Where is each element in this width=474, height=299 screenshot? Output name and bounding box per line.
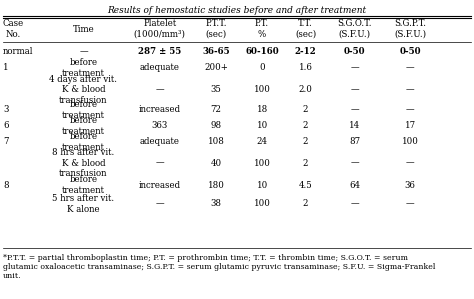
Text: 36-65: 36-65 bbox=[202, 48, 230, 57]
Text: —: — bbox=[351, 158, 359, 167]
Text: 2: 2 bbox=[303, 199, 308, 208]
Text: —: — bbox=[155, 158, 164, 167]
Text: 24: 24 bbox=[256, 138, 267, 147]
Text: before
treatment: before treatment bbox=[62, 132, 105, 152]
Text: 36: 36 bbox=[405, 181, 416, 190]
Text: —: — bbox=[79, 48, 88, 57]
Text: 18: 18 bbox=[256, 106, 268, 115]
Text: 60-160: 60-160 bbox=[245, 48, 279, 57]
Text: normal: normal bbox=[3, 48, 34, 57]
Text: —: — bbox=[155, 199, 164, 208]
Text: 17: 17 bbox=[405, 121, 416, 130]
Text: 6: 6 bbox=[3, 121, 9, 130]
Text: before
treatment: before treatment bbox=[62, 100, 105, 120]
Text: 5 hrs after vit.
K alone: 5 hrs after vit. K alone bbox=[53, 194, 115, 214]
Text: 2: 2 bbox=[303, 158, 308, 167]
Text: *P.T.T. = partial thromboplastin time; P.T. = prothrombin time; T.T. = thrombin : *P.T.T. = partial thromboplastin time; P… bbox=[3, 254, 408, 262]
Text: 4.5: 4.5 bbox=[299, 181, 312, 190]
Text: before
treatment: before treatment bbox=[62, 175, 105, 195]
Text: 7: 7 bbox=[3, 138, 9, 147]
Text: 100: 100 bbox=[254, 86, 271, 94]
Text: Case
No.: Case No. bbox=[3, 19, 24, 39]
Text: 40: 40 bbox=[210, 158, 222, 167]
Text: —: — bbox=[406, 158, 414, 167]
Text: 8: 8 bbox=[3, 181, 9, 190]
Text: 180: 180 bbox=[208, 181, 225, 190]
Text: 35: 35 bbox=[211, 86, 222, 94]
Text: 2: 2 bbox=[303, 138, 308, 147]
Text: 100: 100 bbox=[254, 199, 271, 208]
Text: T.T.
(sec): T.T. (sec) bbox=[295, 19, 316, 39]
Text: Time: Time bbox=[73, 25, 94, 33]
Text: 108: 108 bbox=[208, 138, 225, 147]
Text: increased: increased bbox=[139, 106, 181, 115]
Text: 98: 98 bbox=[210, 121, 222, 130]
Text: Results of hemostatic studies before and after treatment: Results of hemostatic studies before and… bbox=[108, 6, 366, 15]
Text: 100: 100 bbox=[254, 158, 271, 167]
Text: increased: increased bbox=[139, 181, 181, 190]
Text: —: — bbox=[406, 106, 414, 115]
Text: 64: 64 bbox=[349, 181, 360, 190]
Text: 2.0: 2.0 bbox=[299, 86, 312, 94]
Text: —: — bbox=[406, 63, 414, 72]
Text: 14: 14 bbox=[349, 121, 361, 130]
Text: —: — bbox=[351, 63, 359, 72]
Text: 3: 3 bbox=[3, 106, 9, 115]
Text: S.G.O.T.
(S.F.U.): S.G.O.T. (S.F.U.) bbox=[337, 19, 372, 39]
Text: —: — bbox=[351, 86, 359, 94]
Text: 100: 100 bbox=[402, 138, 419, 147]
Text: 1: 1 bbox=[3, 63, 9, 72]
Text: 2: 2 bbox=[303, 121, 308, 130]
Text: —: — bbox=[351, 106, 359, 115]
Text: 0: 0 bbox=[259, 63, 265, 72]
Text: 0-50: 0-50 bbox=[344, 48, 366, 57]
Text: 1.6: 1.6 bbox=[299, 63, 312, 72]
Text: —: — bbox=[351, 199, 359, 208]
Text: —: — bbox=[406, 199, 414, 208]
Text: 2: 2 bbox=[303, 106, 308, 115]
Text: 4 days after vit.
K & blood
transfusion: 4 days after vit. K & blood transfusion bbox=[49, 75, 118, 105]
Text: 287 ± 55: 287 ± 55 bbox=[138, 48, 182, 57]
Text: 200+: 200+ bbox=[204, 63, 228, 72]
Text: 87: 87 bbox=[349, 138, 361, 147]
Text: —: — bbox=[155, 86, 164, 94]
Text: 10: 10 bbox=[256, 121, 268, 130]
Text: adequate: adequate bbox=[140, 138, 180, 147]
Text: 8 hrs after vit.
K & blood
transfusion: 8 hrs after vit. K & blood transfusion bbox=[52, 148, 115, 178]
Text: 72: 72 bbox=[210, 106, 222, 115]
Text: 0-50: 0-50 bbox=[400, 48, 421, 57]
Text: Platelet
(1000/mm³): Platelet (1000/mm³) bbox=[134, 19, 186, 39]
Text: 2-12: 2-12 bbox=[295, 48, 317, 57]
Text: —: — bbox=[406, 86, 414, 94]
Text: unit.: unit. bbox=[3, 272, 22, 280]
Text: S.G.P.T.
(S.F.U.): S.G.P.T. (S.F.U.) bbox=[394, 19, 426, 39]
Text: P.T.T.
(sec): P.T.T. (sec) bbox=[205, 19, 227, 39]
Text: before
treatment: before treatment bbox=[62, 58, 105, 78]
Text: 10: 10 bbox=[256, 181, 268, 190]
Text: 363: 363 bbox=[152, 121, 168, 130]
Text: glutamic oxaloacetic transaminase; S.G.P.T. = serum glutamic pyruvic transaminas: glutamic oxaloacetic transaminase; S.G.P… bbox=[3, 263, 436, 271]
Text: 38: 38 bbox=[210, 199, 222, 208]
Text: before
treatment: before treatment bbox=[62, 116, 105, 136]
Text: adequate: adequate bbox=[140, 63, 180, 72]
Text: P.T.
%: P.T. % bbox=[255, 19, 269, 39]
